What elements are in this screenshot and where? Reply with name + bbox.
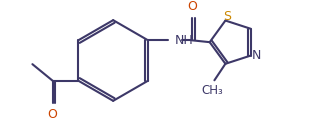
Text: CH₃: CH₃ <box>202 84 224 97</box>
Text: S: S <box>223 10 231 23</box>
Text: N: N <box>252 49 261 62</box>
Text: O: O <box>187 0 197 13</box>
Text: O: O <box>48 108 58 121</box>
Text: NH: NH <box>175 34 194 47</box>
